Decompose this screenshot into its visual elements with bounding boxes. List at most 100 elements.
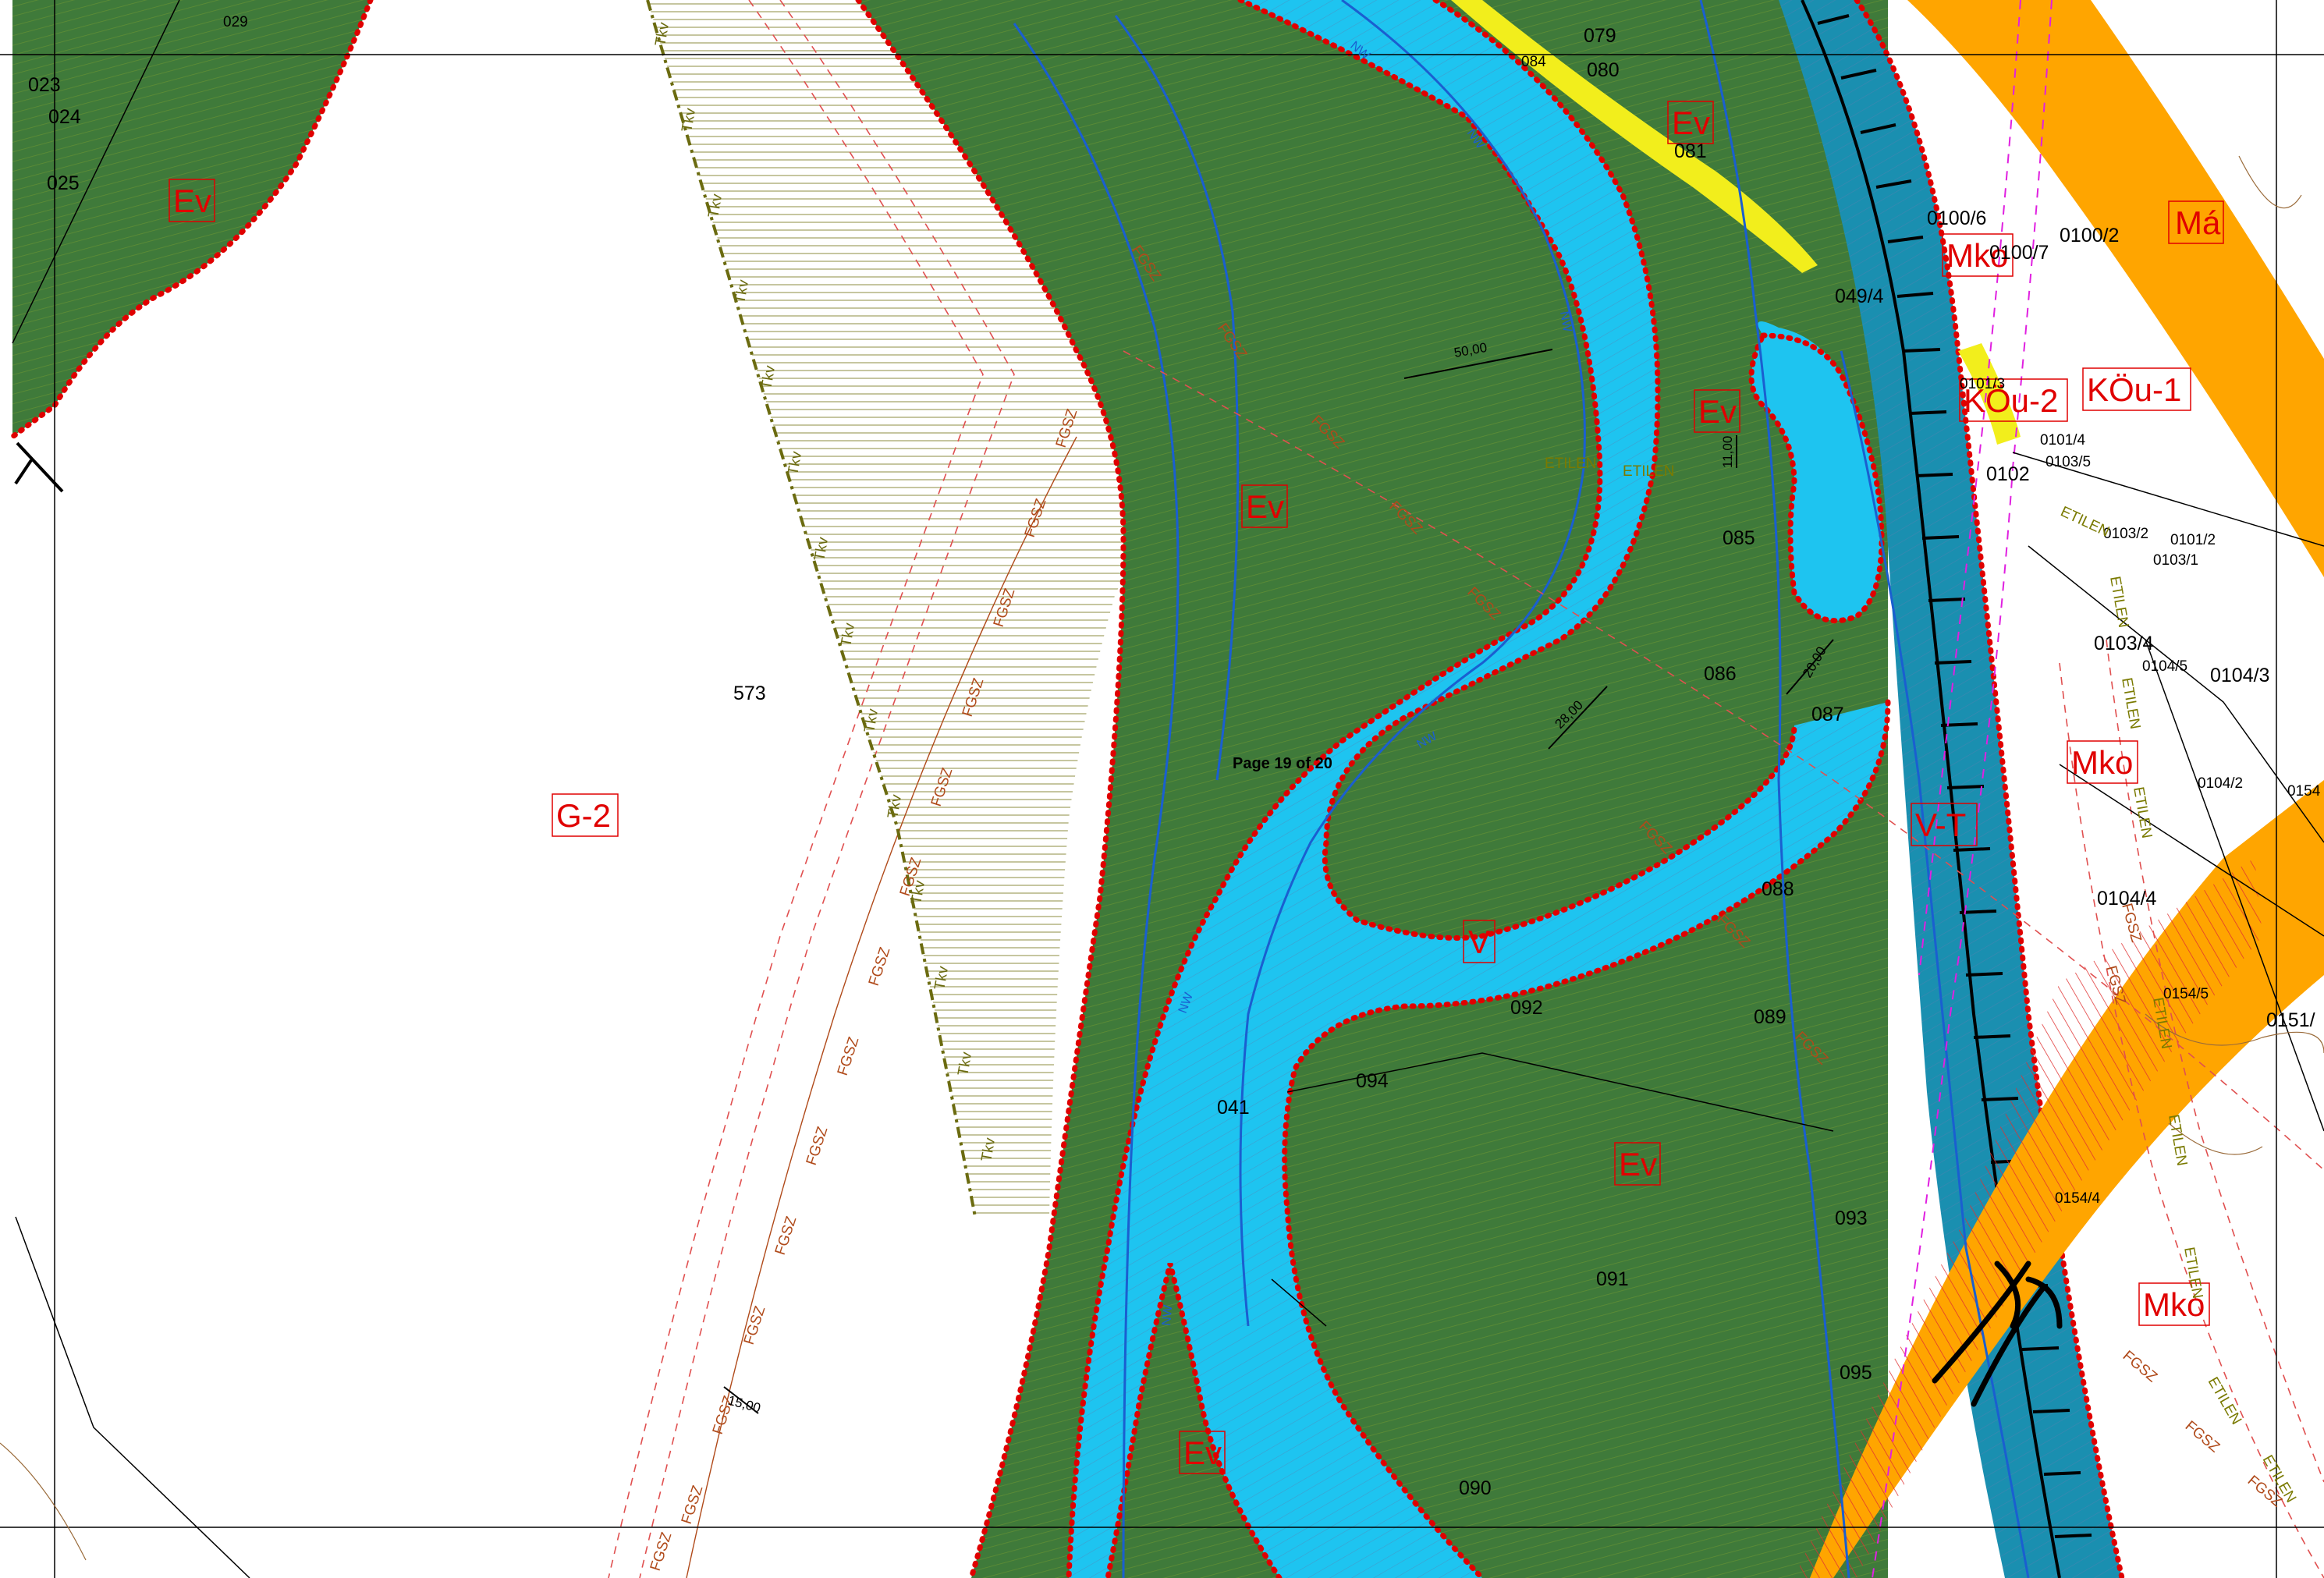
parcel-label: 0104/4 (2097, 888, 2157, 910)
parcel-label: 0101/4 (2040, 432, 2086, 449)
parcel-label: 0154 (2287, 783, 2321, 800)
parcel-label: 087 (1811, 704, 1844, 725)
parcel-label: 0104/5 (2142, 658, 2187, 675)
yellow-path (1451, 0, 1818, 273)
parcel-label: 0103/1 (2153, 552, 2198, 569)
parcel-label: 029 (223, 14, 248, 30)
zone-label-ev-5: Ev (1614, 1142, 1661, 1186)
svg-text:Ev: Ev (173, 183, 211, 219)
contour-lines (0, 155, 2324, 1561)
road-lower-right-hatch (1794, 858, 2262, 1578)
parcel-label: 095 (1840, 1362, 1872, 1384)
svg-text:Mko: Mko (1946, 237, 2008, 274)
zone-label-ma: Má (2168, 200, 2224, 244)
svg-text:ETILEN: ETILEN (1545, 456, 1597, 472)
zone-label-vt: V-T (1911, 803, 1978, 846)
parcel-label: 025 (47, 172, 80, 194)
svg-text:Má: Má (2175, 204, 2221, 241)
svg-text:Mko: Mko (2143, 1286, 2205, 1323)
zone-label-ev-3: Ev (1694, 389, 1740, 433)
parcel-label: 0104/2 (2198, 775, 2243, 792)
water-lines (1013, 0, 2030, 1578)
svg-text:G-2: G-2 (556, 797, 611, 834)
tkv-strip (648, 0, 1137, 1217)
svg-text:NW: NW (1557, 310, 1574, 334)
zone-label-g2: G-2 (552, 793, 619, 837)
zone-label-ev-2: Ev (1667, 101, 1714, 144)
svg-text:Ev: Ev (1183, 1434, 1222, 1471)
e-line (1872, 0, 2053, 1578)
parcel-label: 084 (1521, 54, 1546, 70)
svg-text:ETILEN: ETILEN (1623, 463, 1675, 480)
parcel-label: 0100/2 (2060, 225, 2119, 246)
zone-label-ev-4: Ev (1241, 484, 1288, 528)
svg-text:Ev: Ev (1672, 105, 1710, 141)
parcel-label: 090 (1459, 1477, 1492, 1499)
zone-label-ev-6: Ev (1179, 1431, 1226, 1474)
parcel-label: 0101/2 (2170, 532, 2216, 548)
parcel-label: 0103/5 (2045, 454, 2091, 470)
parcel-label: 088 (1762, 878, 1794, 900)
svg-text:KÖu-2: KÖu-2 (1964, 382, 2058, 419)
parcel-label: 0102 (1986, 463, 2030, 485)
parcel-label: 0151/ (2266, 1009, 2315, 1031)
svg-text:V: V (1468, 924, 1490, 960)
parcel-label: 086 (1704, 663, 1737, 685)
parcel-label: 024 (48, 106, 81, 128)
parcel-label: 0103/2 (2103, 526, 2148, 542)
dimension-11: 11,00 (1720, 435, 1737, 468)
parcel-label: 0100/7 (1989, 242, 2049, 264)
parcel-label: 0103/4 (2094, 633, 2154, 654)
zone-label-v: V (1463, 920, 1496, 963)
parcel-label: 092 (1510, 997, 1543, 1019)
river-loop-border (1748, 332, 1885, 624)
parcel-label: 041 (1217, 1097, 1250, 1119)
parcel-label: 089 (1754, 1006, 1786, 1028)
zone-label-mko-1: Mko (1942, 233, 2014, 277)
railway-junction-symbol (1932, 1261, 2063, 1407)
parcel-label: 081 (1674, 140, 1707, 162)
fgsz-lines (608, 0, 2324, 1578)
river-main-hatch (1069, 0, 1888, 1578)
parcel-label: 079 (1584, 25, 1616, 47)
svg-text:V-T: V-T (1915, 807, 1966, 843)
zone-label-ev-1: Ev (169, 179, 215, 222)
zone-border-river-fork (1105, 1263, 1283, 1578)
zone-label-kou-1: KÖu-1 (2082, 367, 2191, 411)
forest-hatch-top-left (12, 0, 371, 437)
parcel-label: 080 (1587, 59, 1620, 81)
parcel-label: 049/4 (1835, 285, 1884, 307)
yellow-path-2 (1958, 343, 2021, 445)
zone-border-vt (1854, 0, 2125, 1578)
parcel-label: 0100/6 (1927, 207, 1986, 229)
svg-text:Ev: Ev (1619, 1146, 1657, 1183)
zone-border-river-left (1066, 0, 1603, 1578)
parcel-label: 091 (1596, 1268, 1629, 1290)
parcel-label: 0101/3 (1960, 376, 2005, 392)
svg-text:Ev: Ev (1246, 488, 1284, 525)
parcel-label: 094 (1356, 1070, 1389, 1092)
svg-text:11,00: 11,00 (1720, 436, 1735, 468)
parcel-label: 023 (28, 74, 61, 96)
svg-text:KÖu-1: KÖu-1 (2087, 371, 2181, 408)
svg-text:Ev: Ev (1698, 393, 1737, 430)
zone-label-kou-2: KÖu-2 (1959, 378, 2068, 422)
zone-border-river-right (1322, 0, 1797, 941)
zone-label-mko-3: Mko (2138, 1282, 2210, 1326)
parcel-label: 0104/3 (2210, 665, 2269, 686)
parcel-label: 093 (1835, 1207, 1868, 1229)
zone-border-river-lower (1282, 699, 1891, 1578)
black-symbol-left (14, 441, 64, 493)
road-ma (1907, 0, 2324, 577)
zone-border-top-left (9, 0, 374, 440)
svg-text:Mko: Mko (2071, 744, 2133, 781)
zone-border-forest-left (855, 0, 1127, 1578)
parcel-label: 0154/4 (2055, 1190, 2101, 1207)
parcel-label: 573 (733, 683, 766, 704)
parcel-label: 0154/5 (2163, 986, 2209, 1002)
svg-text:NW: NW (1160, 1303, 1175, 1326)
page-stamp: Page 19 of 20 (1233, 755, 1332, 772)
fgsz-solid-line (686, 436, 1077, 1578)
